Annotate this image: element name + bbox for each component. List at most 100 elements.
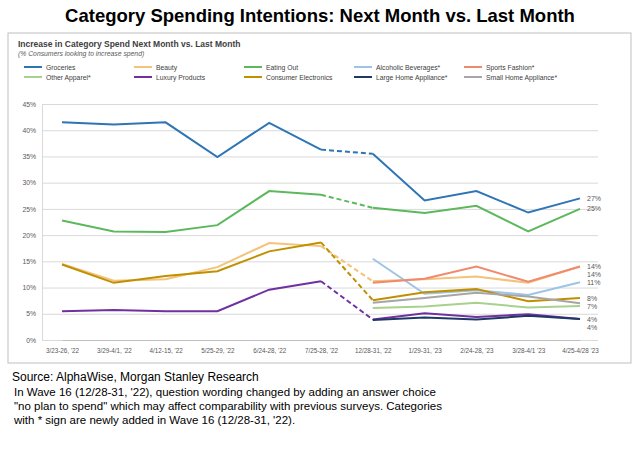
grid-line <box>42 104 598 105</box>
y-tick-label: 25% <box>22 206 36 213</box>
x-tick: 7/25-28, '22 <box>305 340 339 354</box>
y-tick: 40% <box>22 127 598 134</box>
legend-item: Small Home Appliance* <box>464 74 557 82</box>
source: Source: AlphaWise, Morgan Stanley Resear… <box>12 370 259 384</box>
series-line <box>321 195 373 208</box>
series-line <box>62 281 321 311</box>
series-line <box>373 316 580 320</box>
chart: Category Spending Intentions: Next Month… <box>0 0 640 449</box>
x-tick-label: 12/28-31, '22 <box>355 347 392 354</box>
x-tick: 3/29-4/1, '22 <box>97 340 132 354</box>
y-tick: 0% <box>26 337 598 344</box>
x-tick-label: 3/23-26, '22 <box>46 347 80 354</box>
y-tick: 35% <box>22 153 598 160</box>
data-label: 14% <box>587 271 601 278</box>
legend-item: Other Apparel* <box>24 74 91 82</box>
legend-swatch <box>134 66 152 68</box>
x-tick-label: 1/29-31, '23 <box>409 347 443 354</box>
legend-swatch <box>24 76 42 78</box>
data-label: 7% <box>587 303 597 310</box>
x-tick: 2/24-28, '23 <box>460 340 494 354</box>
series-line <box>321 242 373 300</box>
legend: Groceries Beauty Eating Out Alcoholic Bever… <box>24 64 557 82</box>
series-line <box>373 154 580 213</box>
legend-label: Small Home Appliance* <box>486 74 557 82</box>
legend-label: Alcoholic Beverages* <box>376 64 441 72</box>
x-tick: 5/25-29, '22 <box>201 340 235 354</box>
note: "no plan to spend" which may affect comp… <box>14 400 442 412</box>
series-line <box>62 191 321 232</box>
x-axis-line <box>63 340 581 341</box>
y-tick-label: 20% <box>22 232 36 239</box>
legend-item: Eating Out <box>244 64 298 72</box>
y-tick: 15% <box>22 258 598 265</box>
series-line <box>373 267 580 283</box>
legend-label: Eating Out <box>266 64 298 72</box>
x-axis: 3/23-26, '22 3/29-4/1, '22 4/12-15, '22 5/2… <box>46 340 599 354</box>
legend-item: Beauty <box>134 64 178 72</box>
x-tick: 12/28-31, '22 <box>355 340 392 354</box>
y-tick: 45% <box>22 101 598 108</box>
series-line <box>373 206 580 232</box>
x-tick-label: 7/25-28, '22 <box>305 347 339 354</box>
x-tick: 6/24-28, '22 <box>253 340 287 354</box>
grid-line <box>42 340 598 341</box>
legend-swatch <box>464 66 482 68</box>
legend-label: Other Apparel* <box>46 74 91 82</box>
data-label: 4% <box>587 324 597 331</box>
x-tick: 4/12-15, '22 <box>150 340 184 354</box>
legend-label: Large Home Appliance* <box>376 74 448 82</box>
x-tick-label: 3/29-4/1, '22 <box>97 347 132 354</box>
legend-item: Alcoholic Beverages* <box>354 64 441 72</box>
data-labels: 27%25%14%14%11%8%7%4%4% <box>587 195 601 331</box>
x-tick: 3/23-26, '22 <box>46 340 80 354</box>
x-tick: 4/25-4/28 '23 <box>562 340 599 354</box>
legend-label: Sports Fashion* <box>486 64 535 72</box>
grid-line <box>42 209 598 210</box>
legend-label: Groceries <box>46 64 76 71</box>
chart-subtitle: Increase in Category Spend Next Month vs… <box>18 39 240 49</box>
x-tick-label: 6/24-28, '22 <box>253 347 287 354</box>
legend-swatch <box>24 66 42 68</box>
y-tick-label: 15% <box>22 258 36 265</box>
legend-item: Consumer Electronics <box>244 74 333 81</box>
series-line <box>321 150 373 154</box>
y-tick-label: 10% <box>22 284 36 291</box>
x-tick: 1/29-31, '23 <box>409 340 443 354</box>
x-tick: 3/28-4/1 '23 <box>512 340 546 354</box>
grid-line <box>42 183 598 184</box>
legend-label: Beauty <box>156 64 178 72</box>
series-line <box>62 242 321 282</box>
data-label: 14% <box>587 263 601 270</box>
y-axis-line <box>42 105 43 341</box>
note: with * sign are newly added in Wave 16 (… <box>13 414 295 426</box>
legend-item: Luxury Products <box>134 74 206 82</box>
legend-swatch <box>464 76 482 78</box>
grid-line <box>42 235 598 236</box>
y-tick-label: 30% <box>22 179 36 186</box>
grid-line <box>42 156 598 157</box>
x-tick-label: 4/12-15, '22 <box>150 347 184 354</box>
x-tick-label: 3/28-4/1 '23 <box>512 347 546 354</box>
x-tick-label: 4/25-4/28 '23 <box>562 347 599 354</box>
y-tick-label: 45% <box>22 101 36 108</box>
y-tick-label: 0% <box>26 337 36 344</box>
chart-title: Category Spending Intentions: Next Month… <box>65 5 575 26</box>
series-line <box>373 313 580 319</box>
data-label: 25% <box>587 205 601 212</box>
series-line <box>373 293 580 303</box>
y-axis-title: (% Consumers looking to increase spend) <box>18 50 144 58</box>
legend-label: Consumer Electronics <box>266 74 333 81</box>
legend-label: Luxury Products <box>156 74 206 82</box>
y-tick: 20% <box>22 232 598 239</box>
chart-frame <box>8 33 631 363</box>
series-line <box>62 122 321 157</box>
y-tick-label: 35% <box>22 153 36 160</box>
grid-line <box>42 288 598 289</box>
series-line <box>373 303 580 308</box>
x-tick-label: 2/24-28, '23 <box>460 347 494 354</box>
legend-item: Large Home Appliance* <box>354 74 448 82</box>
note: In Wave 16 (12/28-31, '22), question wor… <box>14 386 436 398</box>
data-label: 27% <box>587 195 601 202</box>
y-tick: 30% <box>22 179 598 186</box>
